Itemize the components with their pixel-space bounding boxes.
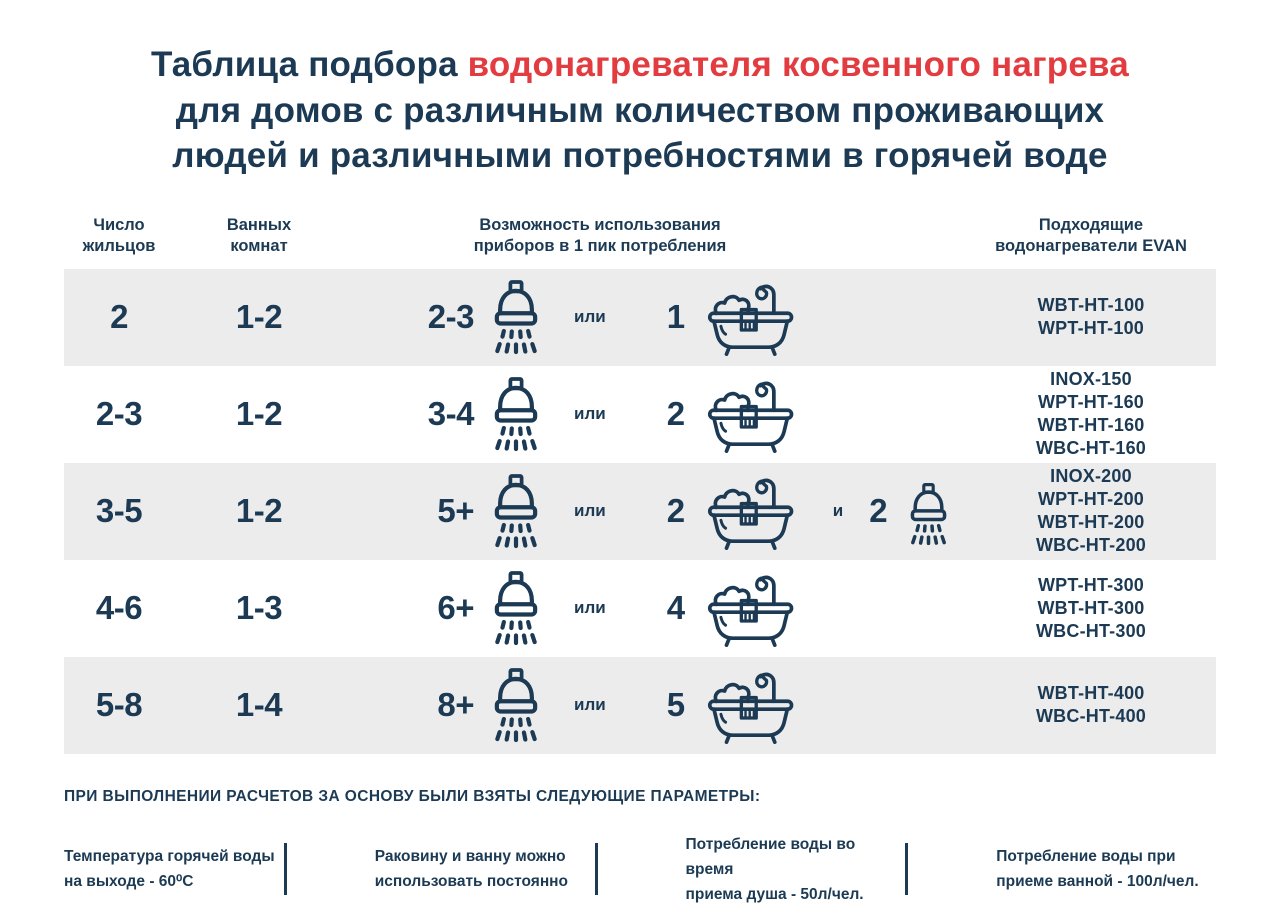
shower-icon bbox=[488, 279, 544, 355]
shower-icon bbox=[488, 376, 544, 452]
table-header-row: Число жильцов Ванных комнат Возможность … bbox=[64, 209, 1216, 269]
or-label: или bbox=[574, 501, 606, 520]
selection-table: Число жильцов Ванных комнат Возможность … bbox=[64, 209, 1216, 754]
shower-icon bbox=[488, 570, 544, 646]
shower-count: 8+ bbox=[437, 686, 474, 723]
title-line-3: людей и различными потребностями в горяч… bbox=[172, 136, 1108, 175]
or-label: или bbox=[574, 598, 606, 617]
calculation-parameters: ПРИ ВЫПОЛНЕНИИ РАСЧЕТОВ ЗА ОСНОВУ БЫЛИ В… bbox=[64, 788, 1216, 907]
bathtub-icon bbox=[706, 569, 799, 647]
table-row: 5-8 1-4 8+ или 5 WBT-HT-400 WBC-HT-400 bbox=[64, 656, 1216, 754]
usage-cell: 3-4 или 2 bbox=[344, 375, 966, 453]
header-residents: Число жильцов bbox=[82, 215, 156, 255]
table-row: 4-6 1-3 6+ или 4 WPT-HT-300 WBT-HT-300 W… bbox=[64, 560, 1216, 657]
usage-cell: 6+ или 4 bbox=[344, 569, 966, 647]
shower-icon bbox=[488, 473, 544, 549]
title-line1-highlight: водонагревателя косвенного нагрева bbox=[467, 45, 1129, 84]
title-line1-normal: Таблица подбора bbox=[151, 45, 468, 84]
extra-shower-count: 2 bbox=[869, 492, 888, 529]
bathrooms-value: 1-3 bbox=[235, 589, 283, 626]
bathrooms-value: 1-4 bbox=[235, 686, 283, 723]
models-list: INOX-150 WPT-HT-160 WBT-HT-160 WBC-HT-16… bbox=[966, 368, 1216, 460]
model-name: WBC-HT-300 bbox=[1035, 620, 1146, 641]
parameters-list: Температура горячей воды на выходе - 60⁰… bbox=[64, 832, 1216, 907]
or-label: или bbox=[574, 695, 606, 714]
bathtub-count: 1 bbox=[666, 298, 685, 335]
models-list: INOX-200 WPT-HT-200 WBT-HT-200 WBC-HT-20… bbox=[966, 465, 1216, 557]
model-name: INOX-200 bbox=[1050, 466, 1132, 486]
vertical-divider bbox=[283, 843, 287, 895]
bathrooms-value: 1-2 bbox=[235, 298, 283, 335]
bathrooms-value: 1-2 bbox=[235, 492, 283, 529]
models-list: WBT-HT-100 WPT-HT-100 bbox=[966, 294, 1216, 340]
bathtub-icon bbox=[706, 472, 799, 550]
model-name: WBT-HT-200 bbox=[1037, 512, 1145, 532]
model-name: WBC-HT-200 bbox=[1035, 535, 1146, 555]
bathtub-icon bbox=[706, 666, 799, 744]
model-name: WBT-HT-400 bbox=[1037, 683, 1145, 703]
model-name: WBC-HT-400 bbox=[1035, 706, 1146, 726]
header-bathrooms: Ванных комнат bbox=[226, 215, 292, 255]
vertical-divider bbox=[905, 843, 909, 895]
header-peak-usage: Возможность использования приборов в 1 п… bbox=[473, 215, 727, 255]
parameters-heading: ПРИ ВЫПОЛНЕНИИ РАСЧЕТОВ ЗА ОСНОВУ БЫЛИ В… bbox=[64, 787, 761, 805]
table-row: 2 1-2 2-3 или 1 WBT-HT-100 WPT-HT-100 bbox=[64, 268, 1216, 366]
model-name: WPT-HT-160 bbox=[1037, 392, 1145, 412]
usage-cell: 5+ или 2 и 2 bbox=[344, 472, 966, 550]
models-list: WBT-HT-400 WBC-HT-400 bbox=[966, 682, 1216, 728]
shower-icon bbox=[905, 482, 952, 546]
models-list: WPT-HT-300 WBT-HT-300 WBC-HT-300 bbox=[966, 574, 1216, 643]
bathtub-count: 2 bbox=[666, 395, 685, 432]
table-row: 3-5 1-2 5+ или 2 и 2 INOX-200 WPT-HT-200… bbox=[64, 462, 1216, 560]
or-label: или bbox=[574, 307, 606, 326]
bathtub-count: 2 bbox=[666, 492, 685, 529]
shower-icon bbox=[488, 667, 544, 743]
bathtub-count: 4 bbox=[666, 589, 685, 626]
model-name: WBT-HT-160 bbox=[1037, 415, 1145, 435]
model-name: WBT-HT-300 bbox=[1037, 597, 1145, 618]
table-row: 2-3 1-2 3-4 или 2 INOX-150 WPT-HT-160 WB… bbox=[64, 366, 1216, 463]
residents-value: 5-8 bbox=[95, 686, 143, 723]
model-name: WPT-HT-300 bbox=[1037, 574, 1145, 595]
or-label: или bbox=[574, 404, 606, 423]
usage-cell: 2-3 или 1 bbox=[344, 278, 966, 356]
vertical-divider bbox=[594, 843, 598, 895]
residents-value: 4-6 bbox=[95, 589, 143, 626]
bathtub-icon bbox=[706, 375, 799, 453]
bathtub-count: 5 bbox=[666, 686, 685, 723]
title-line-2: для домов с различным количеством прожив… bbox=[175, 90, 1105, 130]
header-models: Подходящие водонагреватели EVAN bbox=[995, 215, 1187, 255]
parameter-sink-bath-usage: Раковину и ванну можно использовать пост… bbox=[374, 848, 569, 890]
shower-count: 5+ bbox=[437, 492, 474, 529]
shower-count: 6+ bbox=[437, 589, 474, 626]
model-name: INOX-150 bbox=[1050, 369, 1132, 389]
shower-count: 2-3 bbox=[427, 298, 475, 335]
parameter-hot-water-temp: Температура горячей воды на выходе - 60⁰… bbox=[64, 848, 275, 890]
model-name: WBT-HT-100 bbox=[1037, 295, 1145, 315]
residents-value: 2 bbox=[110, 298, 128, 335]
model-name: WPT-HT-100 bbox=[1037, 318, 1145, 338]
residents-value: 3-5 bbox=[95, 492, 143, 529]
model-name: WPT-HT-200 bbox=[1037, 489, 1145, 509]
parameter-bath-consumption: Потребление воды при приеме ванной - 100… bbox=[996, 848, 1199, 890]
model-name: WBC-HT-160 bbox=[1035, 438, 1146, 458]
bathtub-icon bbox=[706, 278, 799, 356]
shower-count: 3-4 bbox=[427, 395, 475, 432]
usage-cell: 8+ или 5 bbox=[344, 666, 966, 744]
page-title: Таблица подбора водонагревателя косвенно… bbox=[0, 0, 1280, 179]
and-label: и bbox=[832, 501, 844, 520]
title-line-1: Таблица подбора водонагревателя косвенно… bbox=[0, 42, 1280, 88]
residents-value: 2-3 bbox=[95, 395, 143, 432]
parameter-shower-consumption: Потребление воды во время приема душа - … bbox=[685, 835, 864, 903]
bathrooms-value: 1-2 bbox=[235, 395, 283, 432]
